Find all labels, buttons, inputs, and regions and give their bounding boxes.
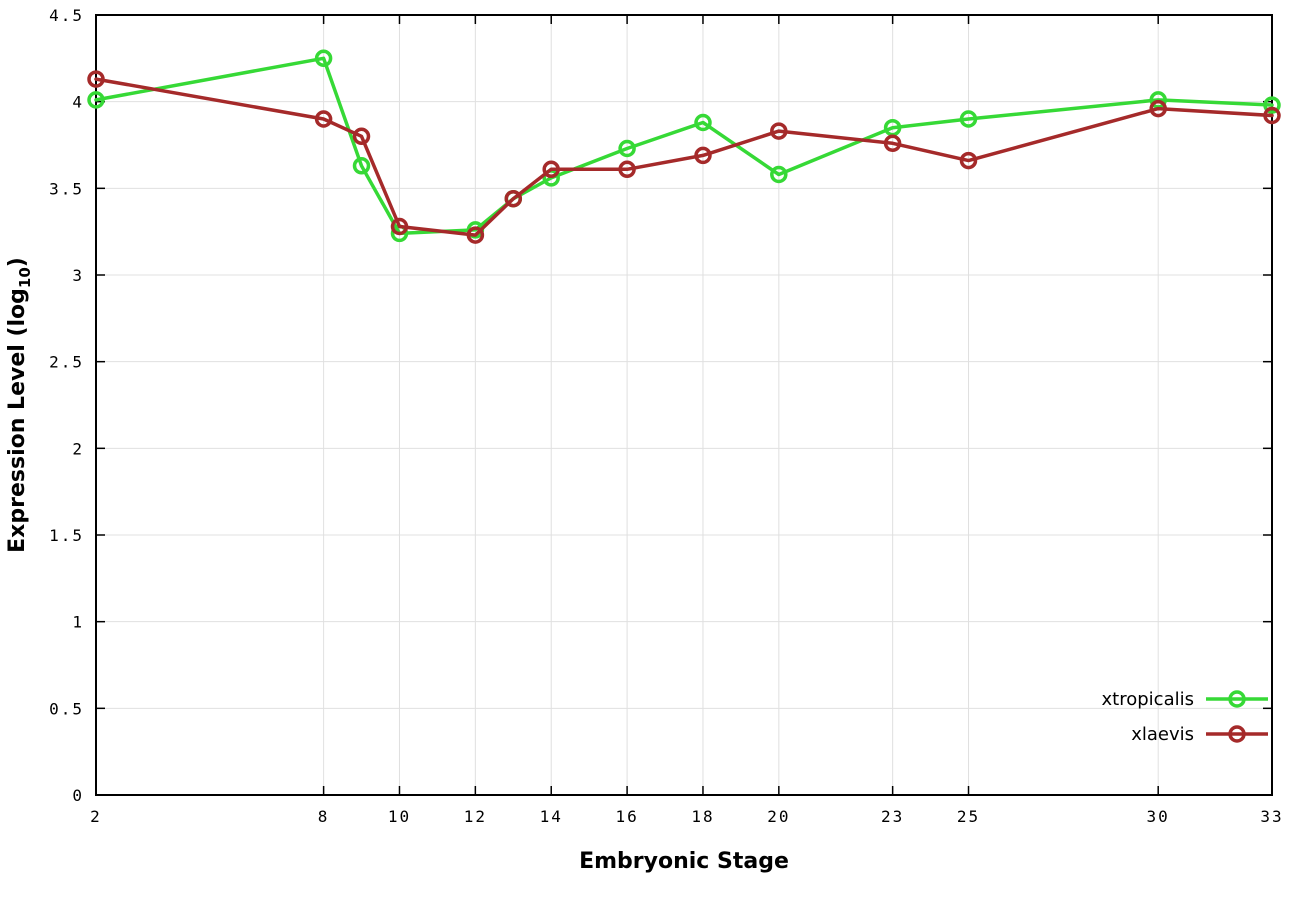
data-point-xlaevis (1149, 99, 1167, 118)
legend: xtropicalis xlaevis (1102, 688, 1270, 745)
y-tick-label: 0 (72, 786, 84, 805)
data-point-xtropicalis (959, 110, 978, 128)
legend-entry-xtropicalis: xtropicalis (1102, 688, 1270, 710)
data-point-xlaevis (352, 127, 371, 146)
x-tick-label: 12 (464, 807, 487, 826)
series-line-xlaevis (94, 77, 1274, 237)
legend-label-xtropicalis: xtropicalis (1101, 688, 1194, 710)
x-tick-label: 2 (90, 807, 102, 826)
y-tick-label: 3 (72, 266, 84, 285)
x-tick-label: 14 (540, 807, 563, 826)
series-line-xtropicalis (94, 56, 1274, 236)
y-tick-label: 0.5 (49, 699, 84, 718)
data-point-xtropicalis (314, 49, 333, 68)
data-point-xtropicalis (1263, 96, 1281, 114)
data-point-xlaevis (959, 151, 978, 170)
y-tick-label: 2 (72, 439, 84, 458)
x-tick-label: 25 (957, 807, 980, 826)
x-tick-label: 23 (881, 807, 904, 826)
data-point-xlaevis (542, 160, 560, 179)
y-tick-label: 1 (72, 613, 84, 632)
data-point-xtropicalis (87, 91, 105, 109)
data-point-xtropicalis (352, 157, 371, 175)
data-point-xlaevis (314, 110, 333, 128)
data-point-xtropicalis (694, 113, 712, 132)
data-point-xtropicalis (770, 165, 788, 184)
y-tick-label: 3.5 (49, 179, 84, 198)
x-tick-label: 10 (388, 807, 411, 826)
data-point-xlaevis (390, 217, 409, 236)
data-point-xtropicalis (618, 139, 636, 158)
y-axis-label: Expression Level (log10) (5, 257, 34, 553)
plot-generated-content: 2 8 10 12 14 16 18 20 23 25 30 33 0 0.5 1 1.5 2 2.5 3 3.5 4 4… (49, 6, 1283, 826)
legend-entry-xlaevis: xlaevis (1131, 723, 1270, 745)
legend-label-xlaevis: xlaevis (1131, 723, 1194, 745)
plot-border (95, 14, 1273, 796)
data-point-xlaevis (694, 146, 712, 165)
x-tick-label: 8 (318, 807, 330, 826)
x-axis-label: Embryonic Stage (579, 849, 789, 874)
data-point-xlaevis (618, 160, 636, 179)
data-point-xlaevis (504, 189, 523, 208)
data-point-xlaevis (770, 122, 788, 140)
data-point-xlaevis (466, 226, 485, 244)
data-point-xlaevis (883, 134, 902, 153)
x-tick-label: 18 (691, 807, 714, 826)
data-point-xlaevis (1263, 106, 1281, 125)
data-point-xlaevis (87, 70, 105, 88)
x-tick-label: 33 (1260, 807, 1283, 826)
y-tick-label: 2.5 (49, 353, 84, 372)
y-tick-label: 4 (72, 93, 84, 112)
x-tick-label: 30 (1147, 807, 1170, 826)
y-tick-label: 1.5 (49, 526, 84, 545)
x-tick-label: 20 (767, 807, 790, 826)
y-tick-label: 4.5 (49, 6, 84, 25)
x-tick-label: 16 (615, 807, 638, 826)
legend-key-icon-xtropicalis (1206, 690, 1268, 708)
legend-key-icon-xlaevis (1206, 725, 1268, 743)
